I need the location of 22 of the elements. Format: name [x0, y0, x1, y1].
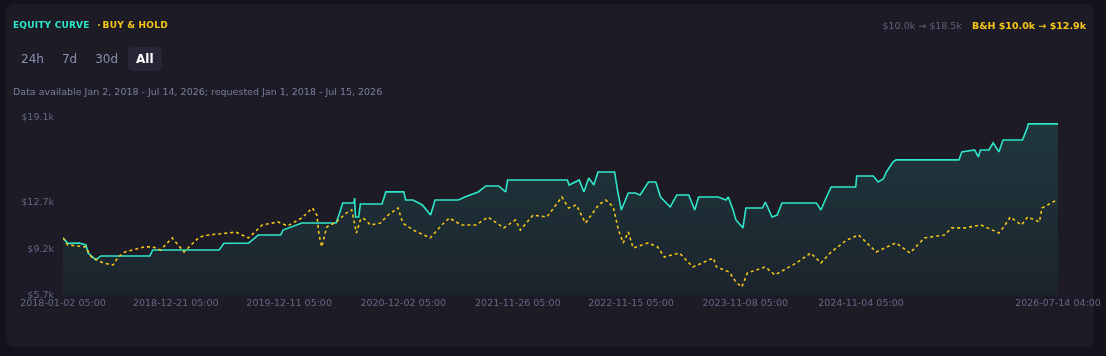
- x-tick-label: 2021-11-26 05:00: [475, 296, 561, 308]
- text: 24h: [20, 51, 45, 68]
- y-tick-label: $5.7k: [27, 289, 55, 301]
- text: EQUITY CURVE: [13, 20, 90, 30]
- x-tick-label: 2018-12-21 05:00: [132, 296, 219, 308]
- y-tick-label: $9.2k: [27, 242, 55, 254]
- y-tick-label: $12.7k: [21, 196, 55, 208]
- text: Data available Jan 2, 2018 - Jul 14, 2026; requested Jan 1, 2018 - Jul 15, 2026: [13, 86, 383, 97]
- x-tick-label: 2022-11-15 05:00: [588, 296, 674, 308]
- x-tick-label: 2024-11-04 05:00: [818, 296, 904, 308]
- x-tick-label: 2023-11-08 05:00: [702, 296, 789, 308]
- x-tick-label: 2026-07-14 04:00: [1015, 296, 1101, 308]
- text: B&H $10.0k → $12.9k: [971, 20, 1086, 31]
- text: 7d: [60, 51, 79, 68]
- x-tick-label: 2020-12-02 05:00: [360, 296, 446, 308]
- x-tick-label: 2019-12-11 05:00: [246, 296, 332, 308]
- text: $10.0k → $18.5k: [882, 20, 962, 31]
- text: All: [128, 47, 162, 71]
- legend-label: BUY & HOLD: [102, 20, 168, 30]
- text: 30d: [94, 51, 120, 68]
- line-series: [63, 196, 1058, 288]
- y-tick-label: $19.1k: [21, 111, 55, 123]
